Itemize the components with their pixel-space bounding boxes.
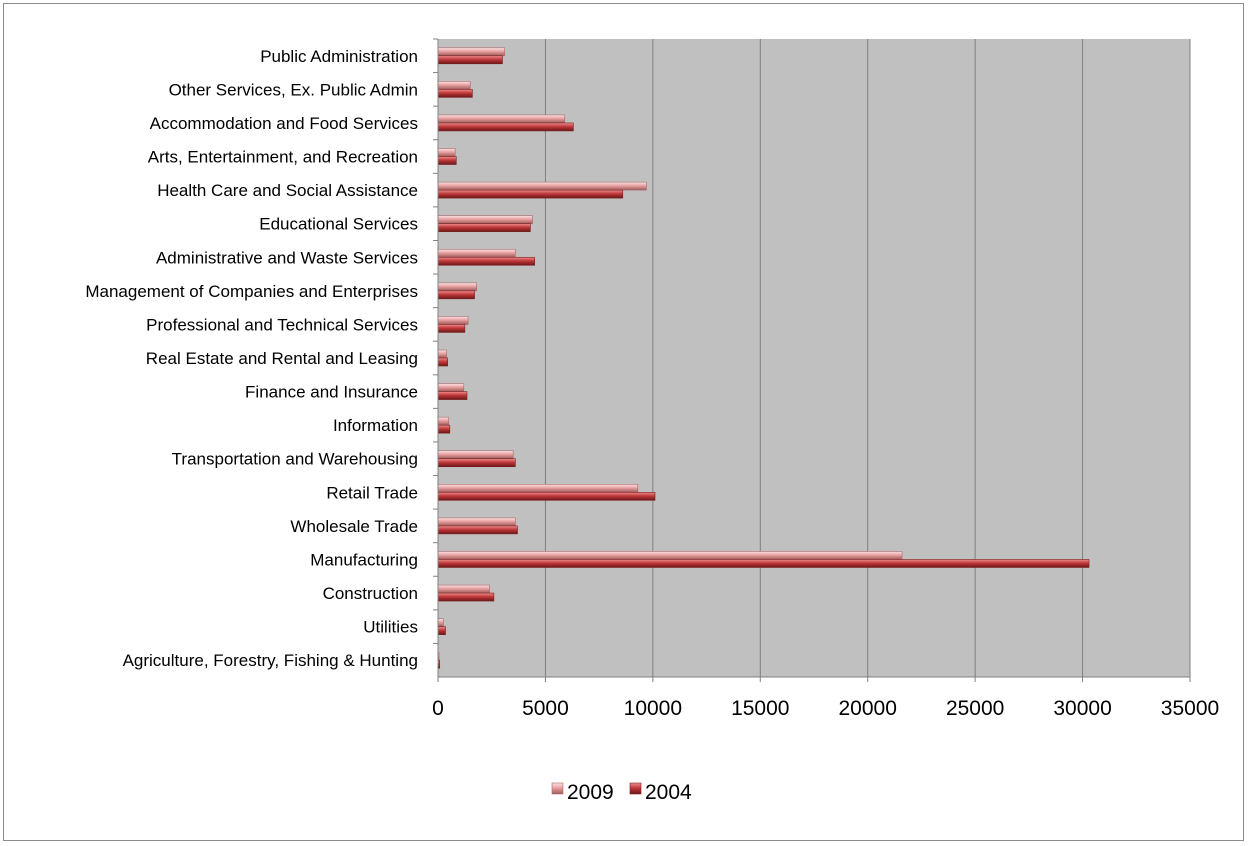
- x-tick-label: 10000: [624, 697, 682, 720]
- category-label: Transportation and Warehousing: [172, 450, 418, 469]
- bar-2009: [437, 282, 477, 292]
- bar-2009: [437, 81, 471, 90]
- bar-2009: [437, 215, 533, 224]
- category-label: Public Administration: [260, 47, 418, 66]
- category-label: Professional and Technical Services: [146, 315, 418, 334]
- legend-label: 2004: [645, 781, 692, 804]
- bar-2004: [437, 324, 466, 333]
- bar-2004: [437, 223, 531, 232]
- bar-2009: [437, 248, 516, 258]
- category-label: Arts, Entertainment, and Recreation: [148, 148, 418, 167]
- bar-2004: [437, 492, 656, 501]
- x-tick-label: 20000: [839, 697, 897, 720]
- category-label: Health Care and Social Assistance: [157, 181, 418, 200]
- bar-2009: [437, 47, 505, 57]
- category-label: Retail Trade: [326, 483, 418, 502]
- bar-2004: [437, 55, 503, 65]
- category-label: Administrative and Waste Services: [156, 248, 418, 267]
- bar-2009: [437, 450, 514, 460]
- bar-chart: Agriculture, Forestry, Fishing & Hunting…: [85, 38, 1219, 804]
- gridlines: [544, 39, 1191, 677]
- category-label: Educational Services: [259, 215, 418, 234]
- x-tick-label: 35000: [1161, 697, 1219, 720]
- x-tick-label: 0: [432, 697, 444, 720]
- bars: [437, 47, 1090, 669]
- bar-2004: [437, 458, 516, 468]
- legend-label: 2009: [567, 781, 614, 804]
- category-label: Wholesale Trade: [290, 517, 418, 536]
- category-label: Manufacturing: [310, 550, 418, 569]
- bar-2004: [437, 89, 473, 98]
- bar-2009: [437, 551, 903, 560]
- bar-2009: [437, 349, 447, 359]
- bar-2004: [437, 122, 574, 132]
- bar-2009: [437, 114, 566, 124]
- bar-2004: [437, 156, 457, 165]
- bar-2004: [437, 559, 1090, 568]
- bar-2009: [437, 484, 639, 493]
- bar-2009: [437, 316, 469, 325]
- legend: 2009 2004: [551, 781, 692, 804]
- bar-2004: [437, 525, 518, 535]
- bar-2004: [437, 189, 624, 199]
- bar-2009: [437, 584, 490, 594]
- x-tick-label: 5000: [522, 697, 569, 720]
- x-tick-labels: 0 5000 10000 15000 20000 25000 30000 35000: [432, 677, 1219, 720]
- bar-2004: [437, 357, 448, 367]
- bar-2009: [437, 416, 450, 426]
- chart-frame: Agriculture, Forestry, Fishing & Hunting…: [3, 3, 1244, 841]
- x-tick-label: 25000: [946, 697, 1004, 720]
- bar-2004: [437, 592, 495, 602]
- category-label: Management of Companies and Enterprises: [85, 282, 418, 301]
- category-label: Finance and Insurance: [245, 383, 418, 402]
- legend-swatch: [629, 782, 642, 795]
- x-tick-label: 30000: [1053, 697, 1111, 720]
- category-label: Utilities: [363, 618, 418, 637]
- bar-2004: [437, 626, 446, 635]
- bar-2009: [437, 383, 465, 392]
- bar-2009: [437, 148, 456, 157]
- category-label: Agriculture, Forestry, Fishing & Hunting: [123, 651, 418, 670]
- category-label: Real Estate and Rental and Leasing: [146, 349, 418, 368]
- category-label: Other Services, Ex. Public Admin: [169, 80, 418, 99]
- bar-2009: [437, 517, 516, 527]
- bar-2009: [437, 618, 444, 627]
- plot-area: [438, 39, 1190, 677]
- bar-2009: [437, 181, 647, 191]
- bar-2004: [437, 391, 468, 400]
- category-label: Accommodation and Food Services: [150, 114, 418, 133]
- bar-2004: [437, 256, 535, 266]
- category-labels: Agriculture, Forestry, Fishing & Hunting…: [85, 38, 438, 670]
- x-tick-label: 15000: [731, 697, 789, 720]
- bar-2004: [437, 290, 475, 300]
- bar-2004: [437, 424, 451, 434]
- category-label: Information: [333, 416, 418, 435]
- category-label: Construction: [323, 584, 418, 603]
- legend-swatch: [551, 782, 564, 795]
